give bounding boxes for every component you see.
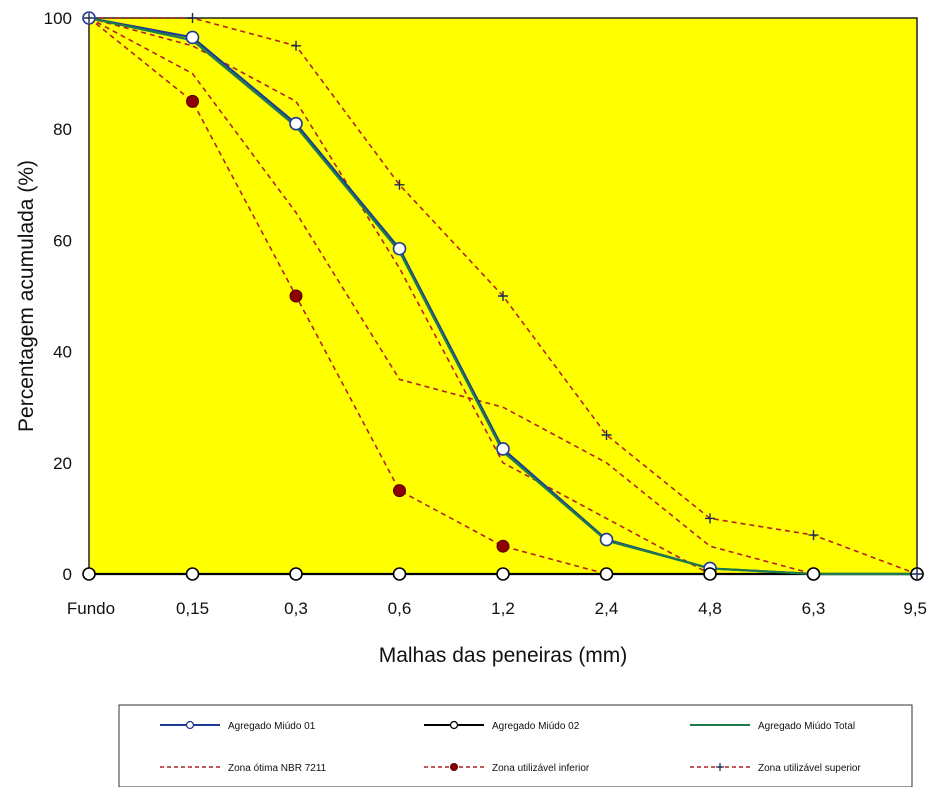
marker-zona-utilizavel-inferior-5-4 (496, 539, 510, 553)
legend-marker-agregado-miudo-02 (449, 720, 459, 730)
x-tick-label-2-4: 2,4 (595, 599, 619, 618)
x-tick-label-4-8: 4,8 (698, 599, 722, 618)
marker-zona-utilizavel-superior-6-0 (84, 13, 94, 23)
x-tick-label-6-3: 6,3 (802, 599, 826, 618)
y-axis-title: Percentagem acumulada (%) (15, 160, 38, 432)
marker-agregado-miudo-02-1-1 (185, 567, 200, 581)
legend-label-agregado-miudo-01: Agregado Miúdo 01 (228, 721, 316, 732)
marker-zona-utilizavel-superior-6-6 (705, 513, 715, 524)
y-tick-label-40: 40 (53, 343, 72, 362)
legend-box (118, 704, 913, 787)
y-tick-label-60: 60 (53, 231, 72, 250)
marker-zona-utilizavel-superior-6-4 (498, 291, 508, 301)
marker-zona-utilizavel-inferior-5-2 (289, 289, 303, 303)
x-tick-label-0-15: 0,15 (176, 599, 209, 618)
x-tick-labels: Fundo 0,15 0,3 0,6 1,2 2,4 4,8 6,3 9,5 (67, 599, 927, 618)
x-tick-label-9-5: 9,5 (903, 599, 927, 618)
marker-zona-utilizavel-superior-6-1 (187, 13, 198, 23)
x-tick-label-0-6: 0,6 (388, 599, 412, 618)
y-tick-label-100: 100 (44, 9, 72, 28)
marker-agregado-miudo-01-0-4 (496, 442, 510, 456)
marker-agregado-miudo-01-0-2 (289, 116, 303, 131)
x-axis-title: Malhas das peneiras (mm) (379, 644, 628, 667)
marker-zona-utilizavel-inferior-5-1 (186, 94, 199, 108)
marker-agregado-miudo-01-0-5 (599, 532, 614, 547)
y-tick-label-0: 0 (63, 565, 72, 584)
x-tick-label-1-2: 1,2 (491, 599, 515, 618)
legend-label-agregado-miudo-total: Agregado Miúdo Total (758, 721, 855, 732)
marker-zona-utilizavel-superior-6-7 (808, 530, 819, 541)
y-tick-label-80: 80 (53, 120, 72, 139)
legend-label-zona-utilizavel-superior: Zona utilizável superior (758, 763, 861, 774)
marker-agregado-miudo-02-1-2 (289, 567, 303, 581)
legend-label-zona-otima-nbr-7211: Zona ótima NBR 7211 (228, 763, 327, 774)
x-tick-label-0-3: 0,3 (284, 599, 308, 618)
marker-zona-utilizavel-superior-6-8 (912, 569, 922, 579)
marker-agregado-miudo-02-1-4 (496, 567, 510, 581)
marker-agregado-miudo-02-1-3 (392, 567, 407, 581)
y-tick-label-20: 20 (53, 454, 72, 473)
marker-agregado-miudo-02-1-7 (806, 567, 821, 581)
legend-label-agregado-miudo-02: Agregado Miúdo 02 (492, 721, 580, 732)
marker-zona-utilizavel-superior-6-3 (394, 179, 405, 190)
legend: Agregado Miúdo 01 Agregado Miúdo 02 Agrega… (160, 720, 861, 774)
legend-label-zona-utilizavel-inferior: Zona utilizável inferior (492, 763, 590, 774)
marker-agregado-miudo-02-1-5 (599, 567, 614, 581)
marker-agregado-miudo-02-1-6 (703, 567, 717, 581)
marker-layer (82, 11, 924, 581)
legend-marker-zona-utilizavel-inferior (450, 763, 458, 771)
series-line-zona-otima-nbr-7211-4 (88, 17, 917, 575)
legend-marker-zona-utilizavel-superior (716, 763, 724, 771)
marker-zona-utilizavel-inferior-5-3 (393, 484, 406, 498)
marker-zona-utilizavel-superior-6-5 (601, 430, 612, 440)
x-tick-label-fundo: Fundo (67, 599, 115, 618)
marker-zona-utilizavel-superior-6-2 (291, 40, 301, 51)
legend-marker-agregado-miudo-01 (185, 720, 195, 730)
y-tick-labels: 0 20 40 60 80 100 (44, 9, 72, 584)
marker-agregado-miudo-02-1-0 (82, 567, 96, 581)
marker-agregado-miudo-01-0-1 (185, 30, 200, 45)
marker-agregado-miudo-01-0-3 (392, 241, 407, 256)
